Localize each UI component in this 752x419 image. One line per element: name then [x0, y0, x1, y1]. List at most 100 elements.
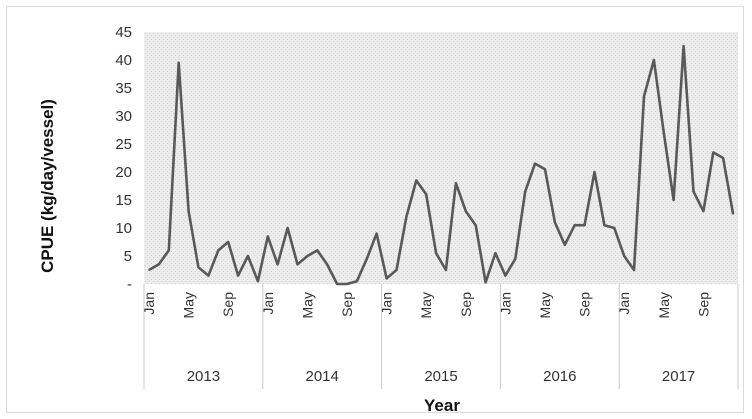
data-point: [177, 62, 180, 64]
data-point: [712, 151, 715, 154]
data-point: [554, 221, 556, 224]
data-point: [633, 269, 635, 271]
data-point: [534, 162, 536, 165]
month-tick-label: Jan: [497, 292, 513, 315]
cpue-series-line: [148, 44, 735, 286]
x-axis-title: Year: [424, 396, 460, 414]
data-point: [217, 249, 220, 252]
data-point: [346, 283, 348, 285]
data-point: [207, 274, 210, 277]
data-point: [148, 269, 150, 271]
x-axis-ticks: Jan May Sep 2013 Jan May Sep 2014 Jan May Sep 2015 J…: [141, 292, 711, 385]
data-point: [573, 224, 576, 226]
data-point: [326, 263, 328, 266]
series-group: [148, 44, 735, 286]
data-point: [415, 179, 418, 182]
data-point: [356, 280, 358, 283]
data-point: [227, 241, 229, 243]
month-tick-label: Sep: [220, 292, 236, 317]
data-point: [286, 227, 289, 229]
year-tick-label: 2013: [187, 368, 220, 385]
data-point: [435, 252, 437, 254]
data-point: [306, 255, 309, 257]
data-point: [544, 168, 546, 170]
year-tick-label: 2016: [543, 368, 576, 385]
y-tick-label: 35: [115, 80, 132, 97]
y-axis-ticks: - 5 10 15 20 25 30 35 40 45: [115, 24, 132, 293]
month-tick-label: May: [418, 292, 434, 318]
y-tick-label: 15: [115, 192, 132, 209]
data-point: [365, 258, 368, 260]
data-point: [405, 216, 408, 218]
month-tick-label: May: [299, 292, 315, 318]
month-tick-label: May: [537, 292, 553, 318]
month-tick-label: Jan: [260, 292, 276, 315]
data-point: [702, 210, 705, 212]
data-point: [385, 277, 388, 280]
y-tick-label: 20: [115, 164, 132, 181]
data-point: [167, 249, 170, 252]
y-tick-label: 30: [115, 108, 132, 125]
month-tick-label: Jan: [141, 292, 157, 315]
data-point: [187, 210, 190, 212]
data-point: [722, 157, 724, 159]
data-point: [524, 190, 526, 193]
data-point: [445, 269, 447, 271]
y-tick-label: 25: [115, 136, 132, 153]
month-tick-label: Sep: [339, 292, 355, 317]
data-point: [613, 227, 616, 229]
y-tick-label: 40: [115, 52, 132, 69]
data-point: [316, 249, 319, 252]
y-tick-label: -: [127, 276, 132, 293]
month-tick-label: Sep: [695, 292, 711, 317]
month-tick-label: Sep: [458, 292, 474, 317]
data-point: [197, 266, 200, 269]
data-point: [692, 190, 695, 193]
data-point: [583, 224, 586, 226]
y-axis-title: CPUE (kg/day/vessel): [38, 99, 57, 273]
data-point: [375, 232, 378, 235]
year-tick-label: 2015: [424, 368, 457, 385]
y-tick-label: 10: [115, 220, 132, 237]
data-point: [623, 255, 625, 257]
data-point: [603, 224, 606, 226]
year-tick-label: 2017: [662, 368, 695, 385]
plot-area: [144, 32, 738, 284]
data-point: [266, 235, 269, 238]
data-point: [514, 258, 517, 260]
data-point: [257, 280, 259, 283]
data-point: [653, 59, 655, 61]
data-point: [336, 283, 338, 285]
data-point: [455, 182, 457, 184]
chart-frame: - 5 10 15 20 25 30 35 40 45 Jan May Sep 2013 Jan May Se…: [6, 6, 744, 415]
data-point: [296, 263, 299, 266]
data-point: [593, 171, 596, 173]
data-point: [563, 244, 566, 246]
data-point: [662, 132, 665, 134]
data-point: [158, 263, 160, 266]
data-point: [672, 199, 675, 201]
y-tick-label: 45: [115, 24, 132, 41]
year-tick-label: 2014: [306, 368, 339, 385]
data-point: [682, 45, 685, 47]
data-point: [464, 210, 467, 212]
data-point: [484, 281, 487, 284]
month-tick-label: May: [656, 292, 672, 318]
month-tick-label: Jan: [379, 292, 395, 315]
data-point: [732, 213, 734, 215]
data-point: [474, 224, 477, 226]
data-point: [237, 274, 239, 277]
data-point: [504, 274, 507, 277]
data-point: [276, 263, 279, 266]
month-tick-label: May: [181, 292, 197, 318]
month-tick-label: Jan: [616, 292, 632, 315]
data-point: [395, 269, 398, 271]
month-tick-label: Sep: [577, 292, 593, 317]
cpue-line-chart: - 5 10 15 20 25 30 35 40 45 Jan May Sep 2013 Jan May Se…: [38, 24, 739, 415]
data-point: [425, 193, 427, 196]
category-axis: [143, 284, 739, 389]
data-point: [494, 252, 497, 254]
data-point: [247, 255, 249, 257]
data-point: [643, 95, 645, 98]
y-tick-label: 5: [124, 248, 132, 265]
